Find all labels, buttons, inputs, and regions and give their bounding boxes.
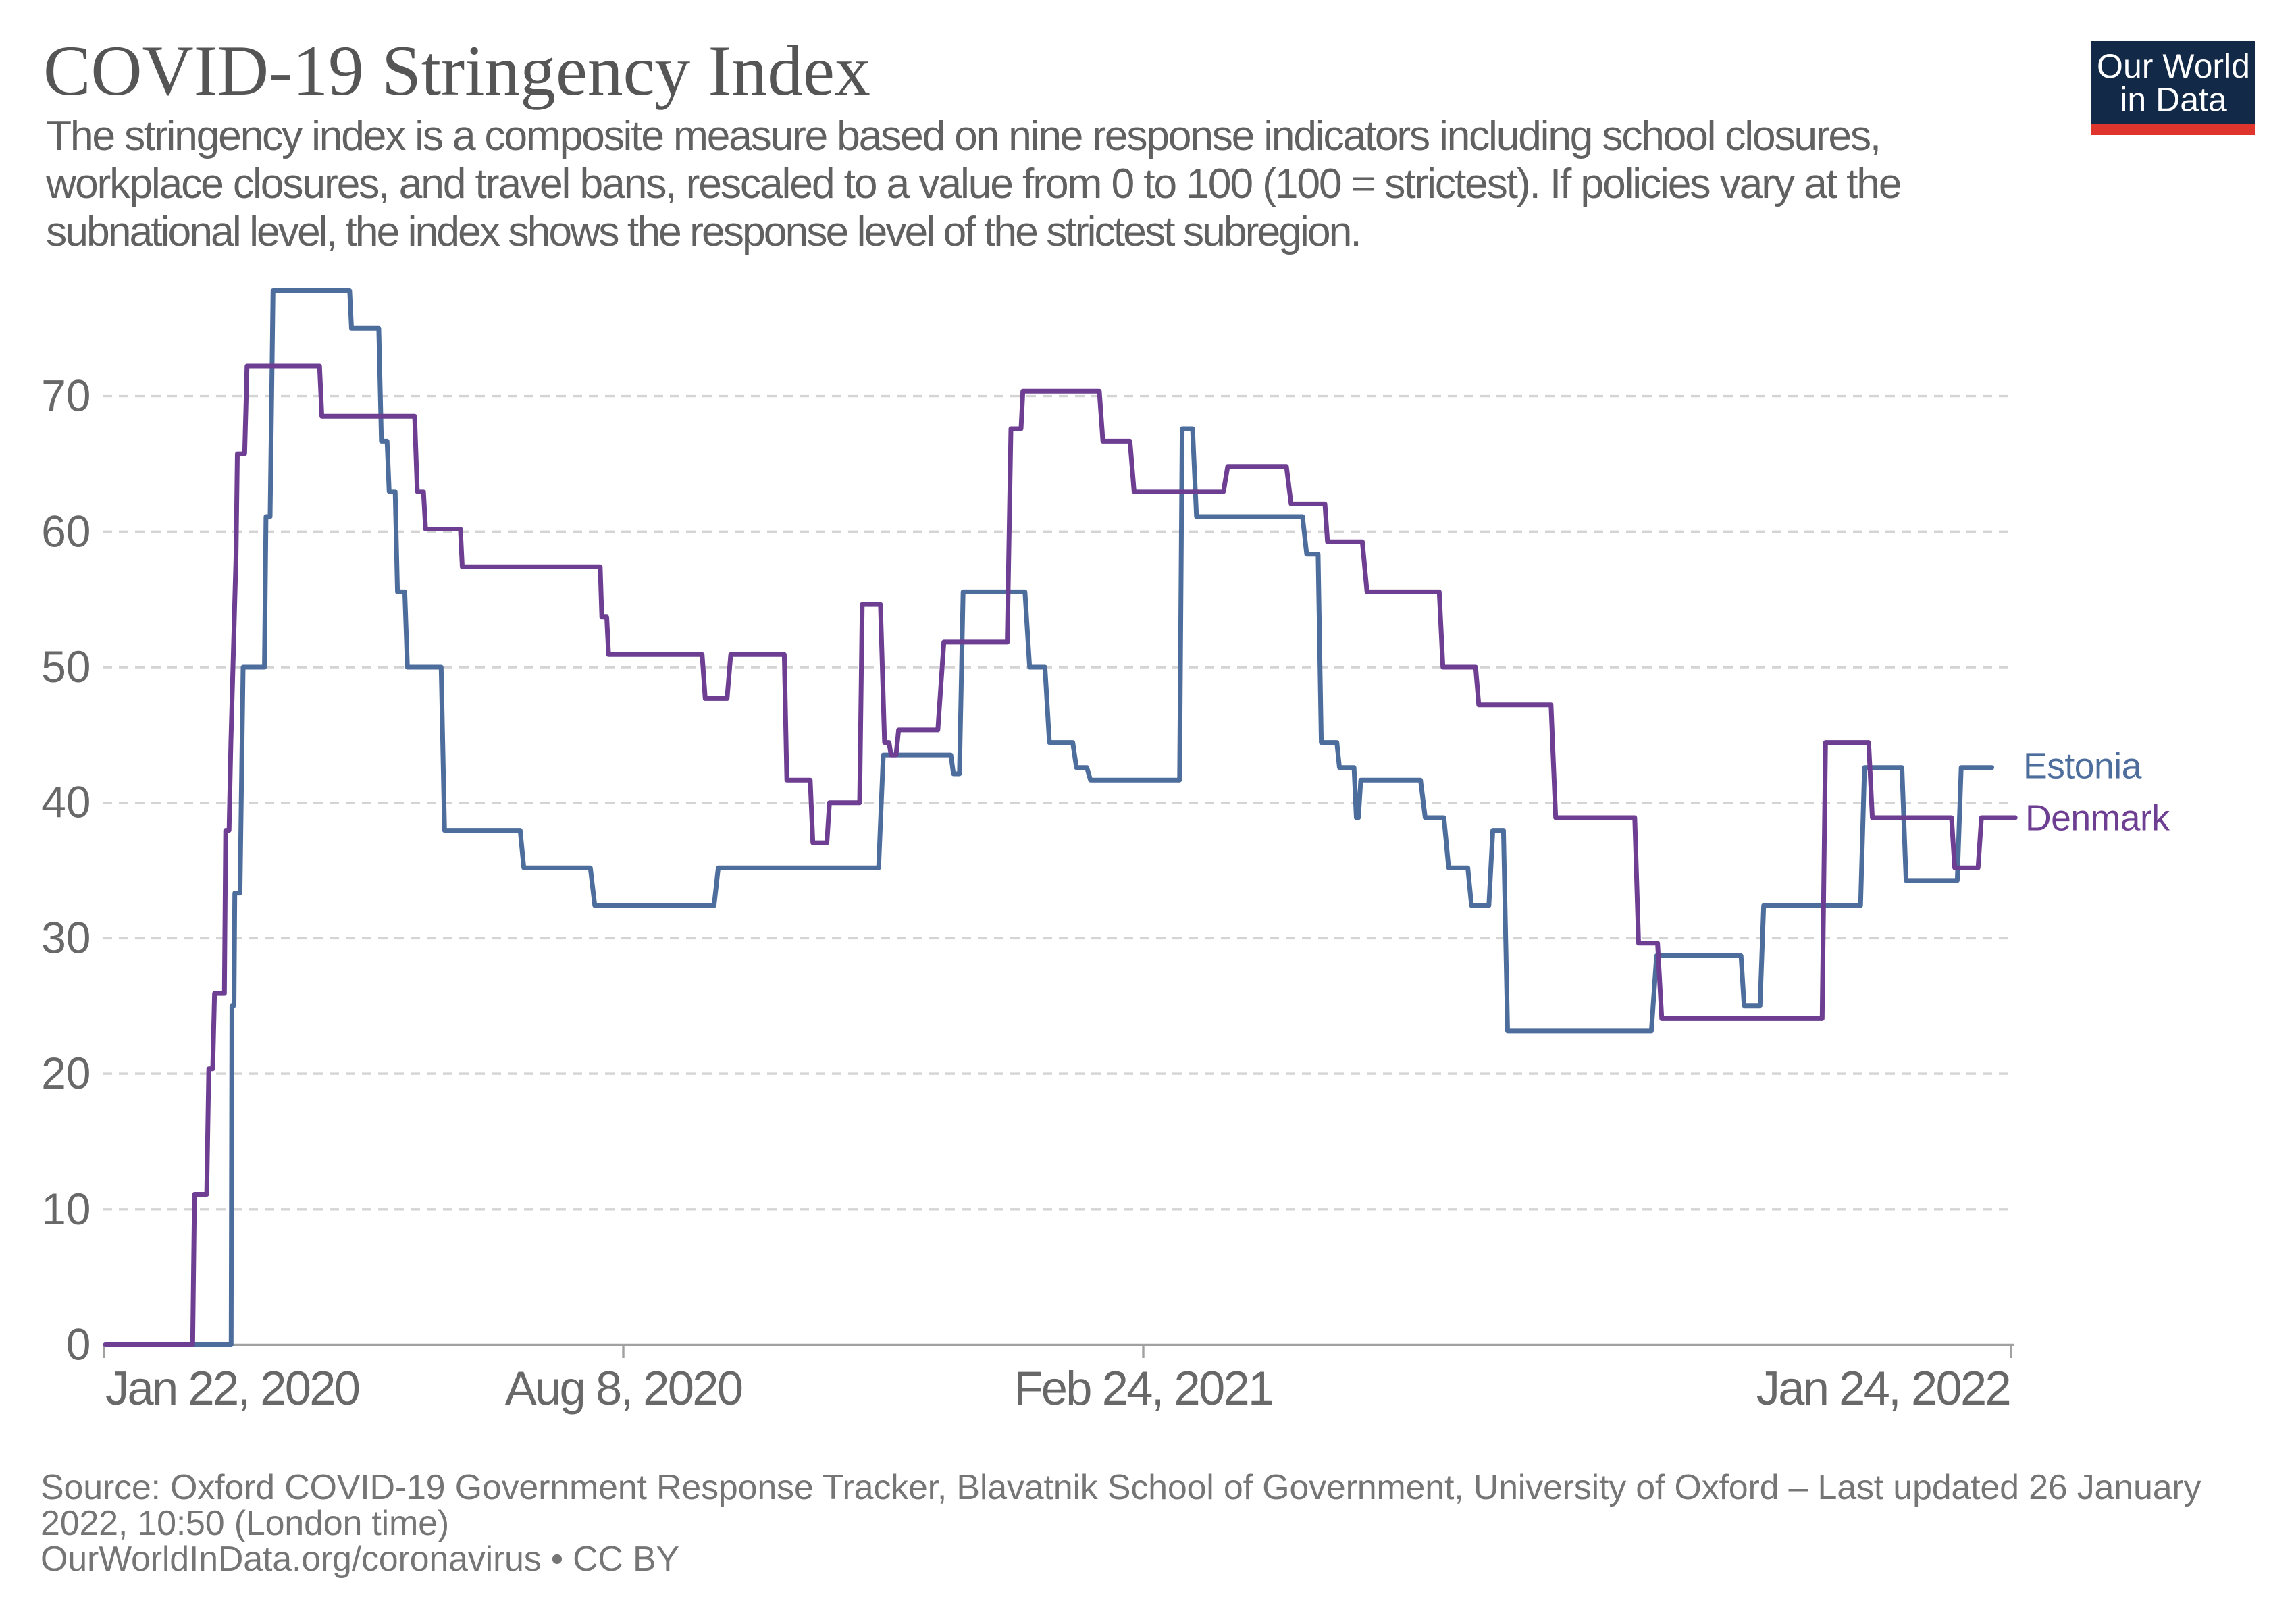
svg-text:70: 70 xyxy=(41,371,90,421)
svg-text:10: 10 xyxy=(41,1184,90,1234)
svg-text:Source: Oxford COVID-19 Govern: Source: Oxford COVID-19 Government Respo… xyxy=(41,1468,2201,1507)
svg-text:40: 40 xyxy=(41,777,90,827)
svg-text:subnational level, the index s: subnational level, the index shows the r… xyxy=(46,208,1360,255)
svg-text:Feb 24, 2021: Feb 24, 2021 xyxy=(1014,1361,1272,1415)
svg-text:in Data: in Data xyxy=(2120,81,2227,119)
svg-text:20: 20 xyxy=(41,1048,90,1098)
svg-text:Jan 24, 2022: Jan 24, 2022 xyxy=(1756,1361,2010,1415)
svg-text:Aug 8, 2020: Aug 8, 2020 xyxy=(505,1361,742,1415)
svg-text:Estonia: Estonia xyxy=(2023,747,2142,787)
svg-text:50: 50 xyxy=(41,641,90,691)
svg-text:Jan 22, 2020: Jan 22, 2020 xyxy=(105,1361,359,1415)
svg-text:workplace closures, and travel: workplace closures, and travel bans, res… xyxy=(45,160,1900,207)
svg-text:2022, 10:50 (London time): 2022, 10:50 (London time) xyxy=(41,1504,449,1543)
svg-text:OurWorldInData.org/coronavirus: OurWorldInData.org/coronavirus • CC BY xyxy=(41,1540,679,1579)
svg-text:The stringency index is a comp: The stringency index is a composite meas… xyxy=(46,112,1880,159)
svg-text:60: 60 xyxy=(41,506,90,556)
svg-text:Our World: Our World xyxy=(2097,47,2250,85)
svg-text:0: 0 xyxy=(66,1319,91,1369)
svg-text:Denmark: Denmark xyxy=(2025,799,2170,839)
svg-text:COVID-19 Stringency Index: COVID-19 Stringency Index xyxy=(43,31,870,110)
svg-text:30: 30 xyxy=(41,912,90,962)
